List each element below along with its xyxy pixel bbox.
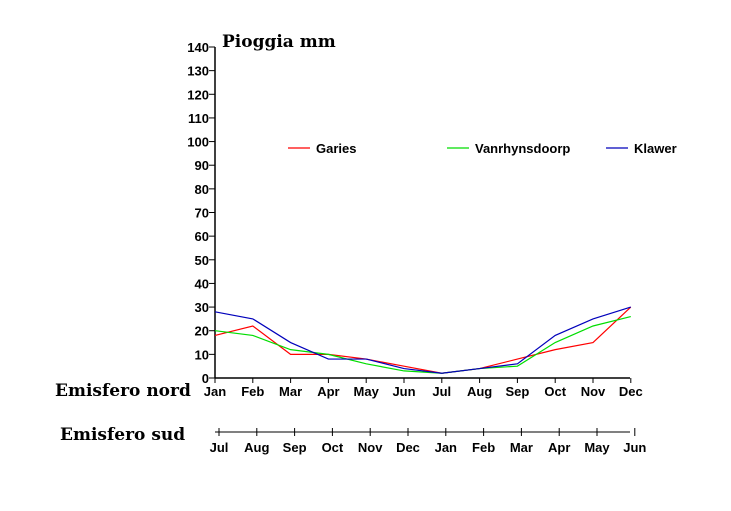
y-tick-label: 10 [195, 347, 209, 362]
x-tick-label-south: Oct [322, 440, 344, 455]
legend-label: Klawer [634, 141, 677, 156]
legend-label: Vanrhynsdoorp [475, 141, 570, 156]
legend-label: Garies [316, 141, 356, 156]
x-tick-label-south: Jun [623, 440, 646, 455]
y-tick-label: 50 [195, 253, 209, 268]
x-tick-label-north: Jun [392, 384, 415, 399]
x-tick-label-north: Oct [544, 384, 566, 399]
series-line-klawer [214, 306, 631, 374]
x-tick-label-north: Jul [432, 384, 451, 399]
x-tick-label-north: May [354, 384, 380, 399]
x-tick-label-north: Jan [204, 384, 226, 399]
y-tick-label: 80 [195, 182, 209, 197]
y-tick-label: 100 [187, 135, 209, 150]
x-axis-ticks-south: Jul Aug Sep Oct Nov Dec Jan Feb Mar Apr May Jun [210, 428, 646, 455]
y-tick-label: 0 [202, 371, 209, 386]
x-tick-label-north: Sep [505, 384, 529, 399]
series-lines [214, 306, 632, 374]
y-tick-label: 110 [188, 111, 209, 126]
x-tick-label-south: Dec [396, 440, 420, 455]
x-tick-label-south: Apr [548, 440, 570, 455]
y-axis-ticks: 0 10 20 30 40 50 60 70 80 90 100 110 120 130 140 [187, 40, 215, 386]
legend: Garies Vanrhynsdoorp Klawer [288, 141, 677, 156]
x-tick-label-south: Nov [358, 440, 383, 455]
x-tick-label-north: Feb [241, 384, 264, 399]
chart-title: Pioggia mm [222, 32, 336, 52]
north-hemisphere-label: Emisfero nord [55, 381, 191, 401]
x-axis-ticks-north: Jan Feb Mar Apr May Jun Jul Aug Sep Oct Nov Dec [204, 378, 643, 399]
series-line-vanrhynsdoorp [214, 315, 631, 374]
y-tick-label: 20 [195, 324, 209, 339]
y-tick-label: 90 [195, 158, 209, 173]
y-tick-label: 40 [195, 276, 209, 291]
x-tick-label-north: Aug [467, 384, 492, 399]
x-tick-label-north: Apr [317, 384, 339, 399]
y-tick-label: 30 [195, 300, 209, 315]
x-tick-label-north: Nov [581, 384, 606, 399]
y-tick-label: 140 [187, 40, 209, 55]
y-tick-label: 70 [195, 206, 209, 221]
y-tick-label: 120 [187, 87, 209, 102]
x-tick-label-north: Dec [619, 384, 643, 399]
x-tick-label-south: Mar [510, 440, 533, 455]
south-hemisphere-label: Emisfero sud [60, 425, 185, 445]
x-tick-label-south: Jan [435, 440, 457, 455]
x-tick-label-south: Sep [283, 440, 307, 455]
x-tick-label-south: Jul [210, 440, 229, 455]
y-tick-label: 60 [195, 229, 209, 244]
x-tick-label-south: Aug [244, 440, 269, 455]
y-tick-label: 130 [187, 64, 209, 79]
x-tick-label-south: May [584, 440, 610, 455]
series-line-garies [214, 306, 632, 374]
x-tick-label-south: Feb [472, 440, 495, 455]
x-tick-label-north: Mar [279, 384, 302, 399]
